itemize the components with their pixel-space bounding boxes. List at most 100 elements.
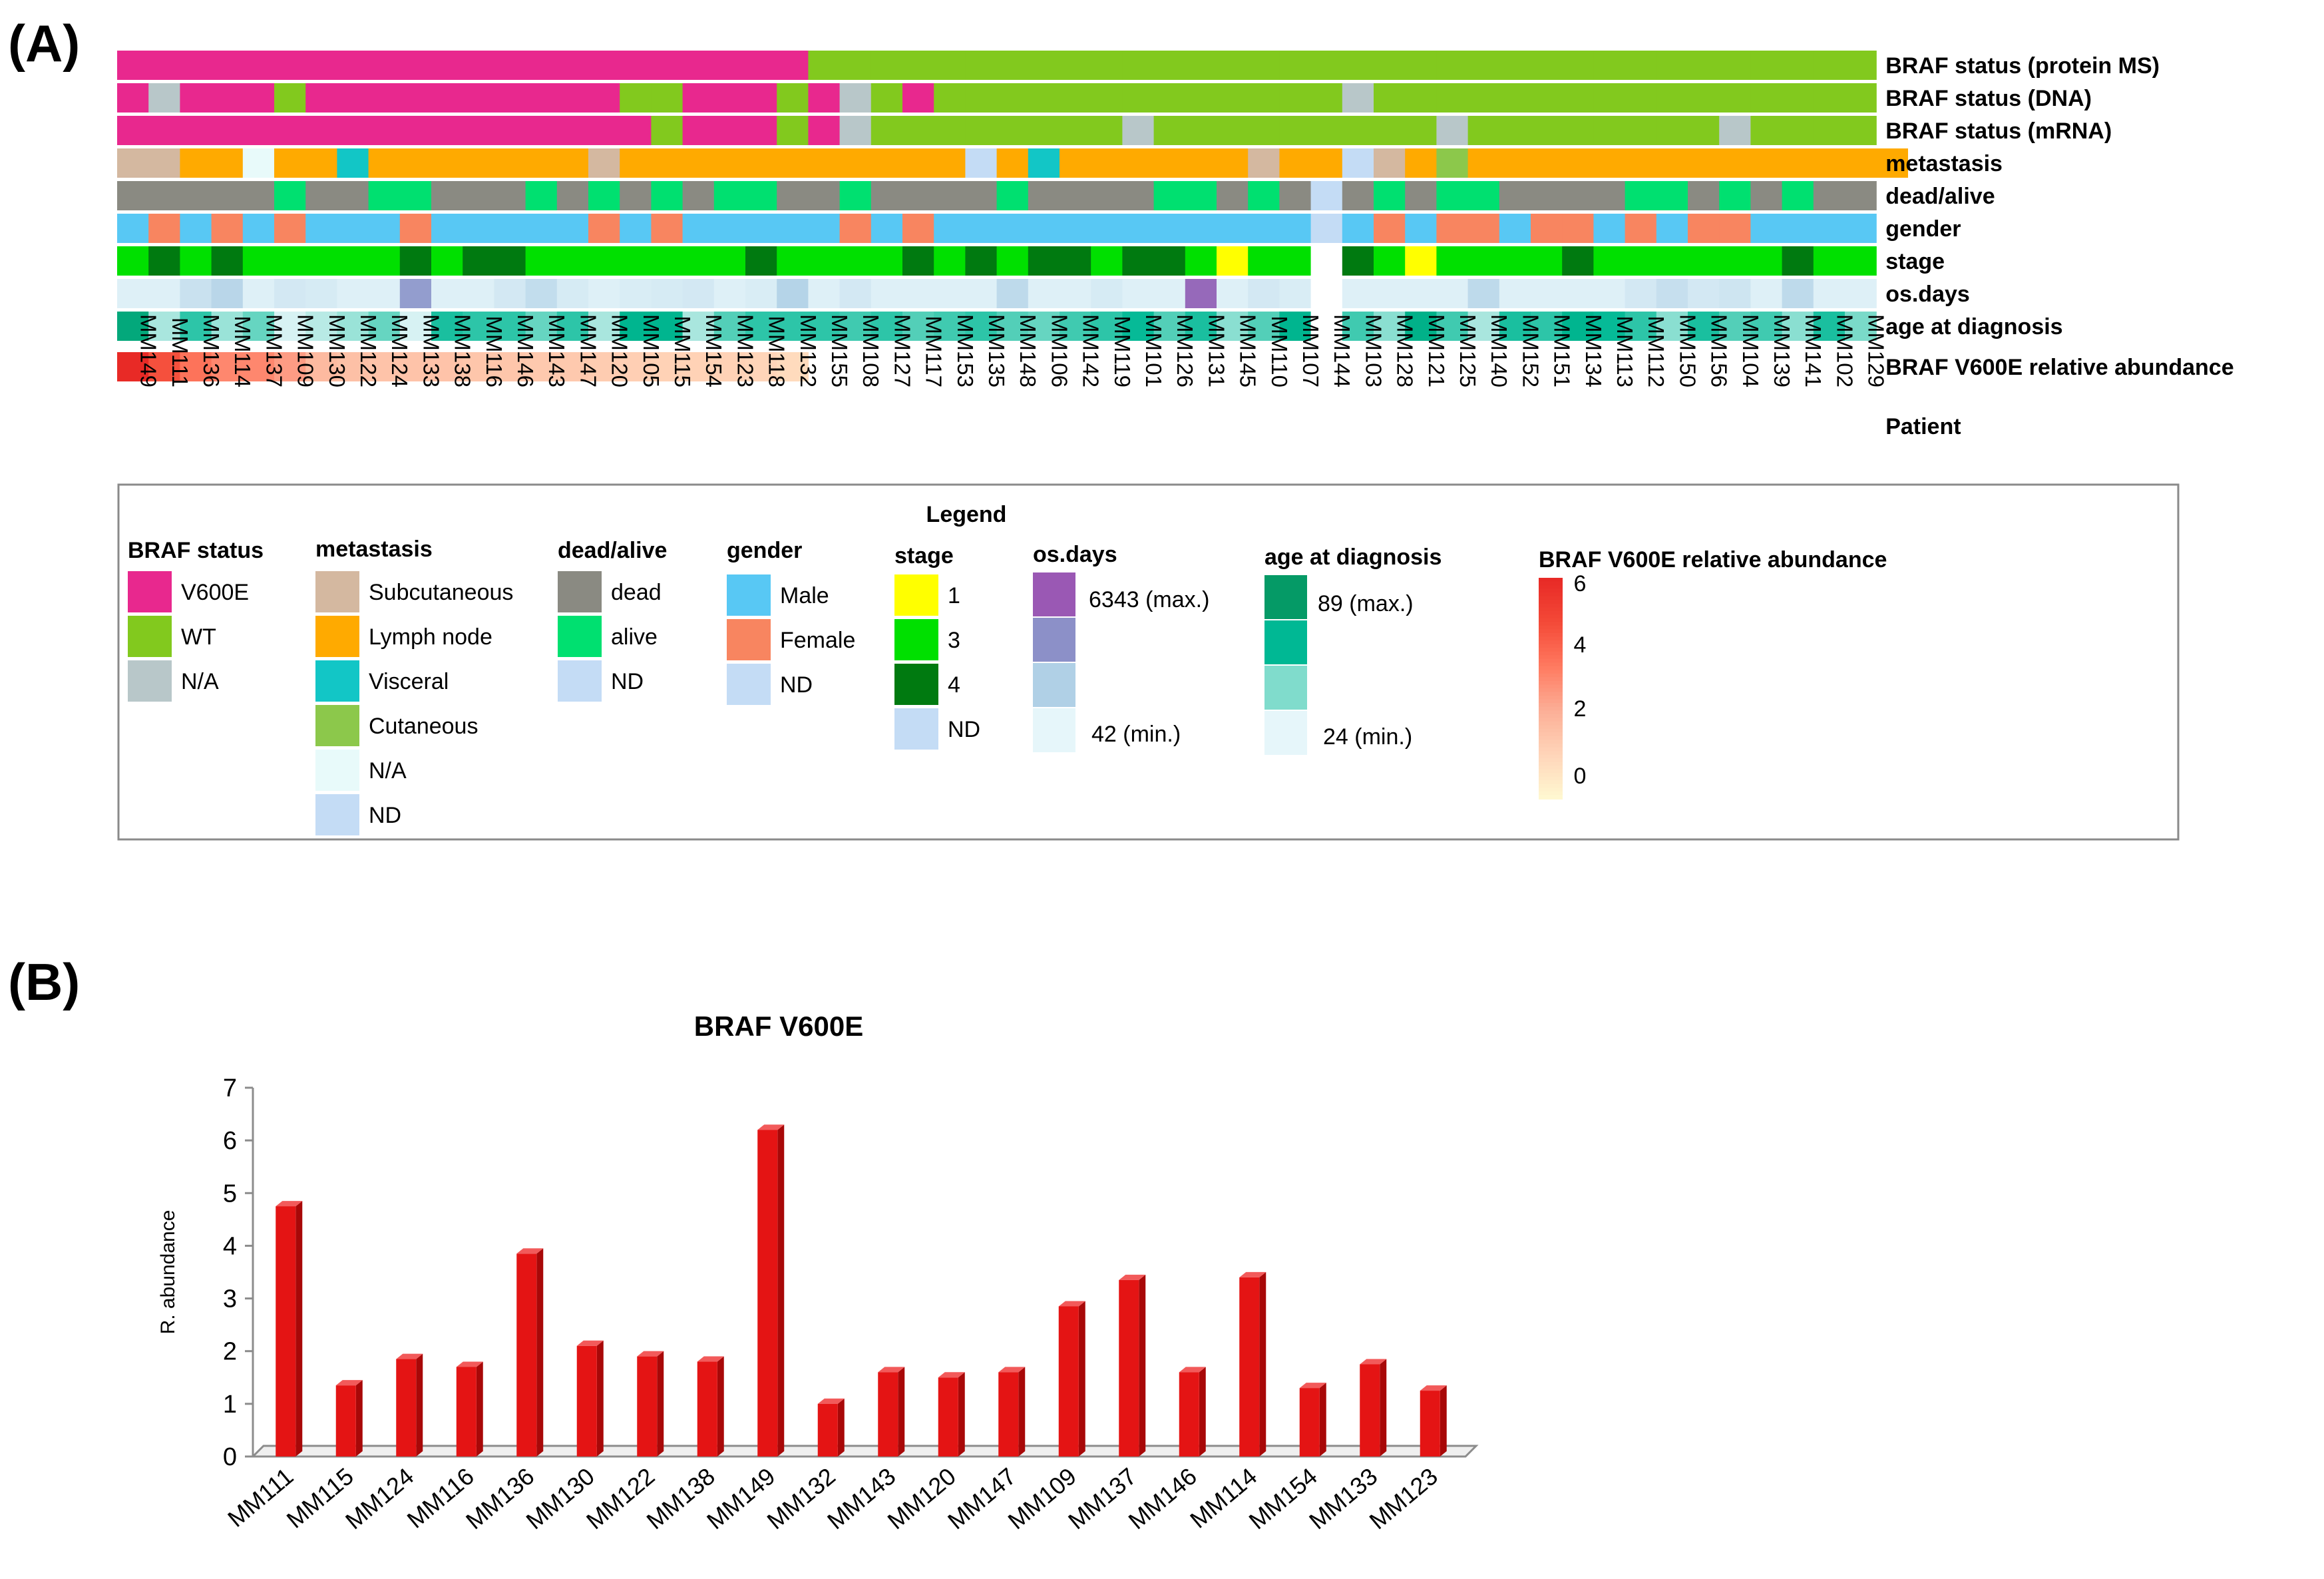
legend-group-title-dead-alive: dead/alive: [558, 538, 667, 563]
heatmap-cell-dead-alive: [556, 181, 589, 210]
heatmap-cell-gender: [1499, 214, 1531, 243]
heatmap-cell-age-at-diagnosis: [463, 312, 494, 341]
heatmap-cell-os-days: [1153, 279, 1186, 308]
heatmap-cell-braf-status-protein-ms: [368, 51, 401, 80]
heatmap-cell-stage: [902, 246, 934, 276]
heatmap-cell-gender: [1405, 214, 1437, 243]
bar-face: [1420, 1391, 1440, 1457]
heatmap-cell-age-at-diagnosis: [1060, 312, 1091, 341]
patient-label: MM110: [1267, 316, 1292, 387]
legend-abundance-gradient-step: [1539, 680, 1563, 686]
patient-label: MM135: [984, 314, 1009, 387]
heatmap-cell-age-at-diagnosis: [274, 312, 306, 341]
heatmap-cell-braf-status-protein-ms: [1688, 51, 1720, 80]
heatmap-cell-age-at-diagnosis: [620, 312, 652, 341]
heatmap-cell-braf-status-protein-ms: [242, 51, 275, 80]
heatmap-cell-gender: [651, 214, 683, 243]
heatmap-cell-age-at-diagnosis: [1813, 312, 1845, 341]
heatmap-cell-braf-status-protein-ms: [1467, 51, 1500, 80]
heatmap-cell-age-at-diagnosis: [1531, 312, 1563, 341]
heatmap-cell-braf-status-protein-ms: [1122, 51, 1155, 80]
heatmap-cell-dead-alive: [1028, 181, 1060, 210]
heatmap-cell-age-at-diagnosis: [713, 312, 746, 341]
legend-abundance-gradient-step: [1539, 655, 1563, 660]
heatmap-cell-gender: [1342, 214, 1374, 243]
bar-face: [697, 1361, 717, 1457]
heatmap-cell-metastasis: [305, 148, 337, 178]
heatmap-cell-stage: [996, 246, 1029, 276]
legend-swatch-male: [727, 574, 771, 616]
heatmap-cell-gender: [588, 214, 620, 243]
row-label-dead-alive: dead/alive: [1885, 184, 1995, 209]
heatmap-cell-braf-status-protein-ms: [1185, 51, 1217, 80]
bar-face: [1179, 1372, 1199, 1457]
heatmap-cell-braf-status-dna: [1248, 83, 1280, 113]
heatmap-cell-braf-v600e-relative-abundance: [525, 352, 558, 381]
heatmap-cell-braf-v600e-relative-abundance: [651, 352, 683, 381]
row-label-stage: stage: [1885, 249, 1945, 274]
heatmap-cell-stage: [871, 246, 903, 276]
heatmap-cell-braf-status-dna: [1499, 83, 1531, 113]
heatmap-cell-metastasis: [745, 148, 777, 178]
heatmap-cell-braf-status-mrna: [1310, 116, 1343, 145]
heatmap-cell-stage: [337, 246, 369, 276]
heatmap-cell-braf-status-dna: [1310, 83, 1343, 113]
bar-mm136: [516, 1248, 544, 1457]
legend-abundance-gradient-step: [1539, 629, 1563, 634]
heatmap-cell-dead-alive: [808, 181, 841, 210]
heatmap-cell-age-at-diagnosis: [1028, 312, 1060, 341]
heatmap-cell-braf-v600e-relative-abundance: [399, 352, 432, 381]
heatmap-cell-os-days: [305, 279, 337, 308]
legend-abundance-gradient-step: [1539, 588, 1563, 594]
heatmap-cell-age-at-diagnosis: [1091, 312, 1123, 341]
heatmap-cell-dead-alive: [1185, 181, 1217, 210]
heatmap-cell-os-days: [242, 279, 275, 308]
bar-mm143: [878, 1367, 905, 1457]
bar-face: [1058, 1306, 1079, 1457]
heatmap-cell-stage: [808, 246, 841, 276]
heatmap-cell-braf-status-protein-ms: [620, 51, 652, 80]
heatmap-cell-gender: [1217, 214, 1249, 243]
heatmap-cell-braf-status-mrna: [588, 116, 620, 145]
heatmap-cell-age-at-diagnosis: [211, 312, 244, 341]
heatmap-cell-braf-v600e-relative-abundance: [620, 352, 652, 381]
heatmap-cell-os-days: [1625, 279, 1657, 308]
heatmap-cell-gender: [1185, 214, 1217, 243]
heatmap-cell-braf-v600e-relative-abundance: [745, 352, 777, 381]
heatmap-cell-age-at-diagnosis: [556, 312, 589, 341]
patient-label: MM125: [1455, 314, 1480, 387]
heatmap-cell-age-at-diagnosis: [871, 312, 903, 341]
heatmap-cell-braf-status-protein-ms: [745, 51, 777, 80]
heatmap-cell-dead-alive: [1122, 181, 1155, 210]
y-tick-label: 1: [223, 1391, 237, 1419]
heatmap-cell-gender: [494, 214, 526, 243]
legend-group-title-stage: stage: [894, 543, 954, 568]
patient-label: MM146: [513, 314, 538, 387]
heatmap-cell-braf-status-mrna: [934, 116, 966, 145]
legend-abundance-gradient-step: [1539, 684, 1563, 689]
heatmap-cell-dead-alive: [902, 181, 934, 210]
x-category-label: MM133: [1304, 1463, 1382, 1535]
legend-group-title-metastasis: metastasis: [315, 537, 433, 562]
patient-label: MM127: [890, 314, 914, 387]
patient-label: MM148: [1016, 314, 1040, 387]
patient-label: MM149: [136, 314, 161, 387]
bar-top: [1360, 1359, 1387, 1365]
bar-top: [637, 1351, 664, 1357]
heatmap-cell-braf-status-protein-ms: [1719, 51, 1751, 80]
patient-label: MM147: [576, 314, 600, 387]
legend-os-max-label: 6343 (max.): [1089, 587, 1209, 612]
heatmap-cell-gender: [808, 214, 841, 243]
legend-abundance-gradient-step: [1539, 614, 1563, 619]
heatmap-cell-metastasis: [965, 148, 998, 178]
heatmap-cell-stage: [1374, 246, 1406, 276]
heatmap-cell-os-days: [1593, 279, 1626, 308]
heatmap-cell-braf-status-mrna: [1122, 116, 1155, 145]
legend-abundance-gradient-step: [1539, 640, 1563, 645]
heatmap-cell-os-days: [148, 279, 180, 308]
legend-abundance-gradient-step: [1539, 658, 1563, 664]
heatmap-cell-braf-status-mrna: [1248, 116, 1280, 145]
heatmap-cell-age-at-diagnosis: [399, 312, 432, 341]
heatmap-cell-gender: [337, 214, 369, 243]
legend-swatch-nd: [558, 660, 602, 702]
